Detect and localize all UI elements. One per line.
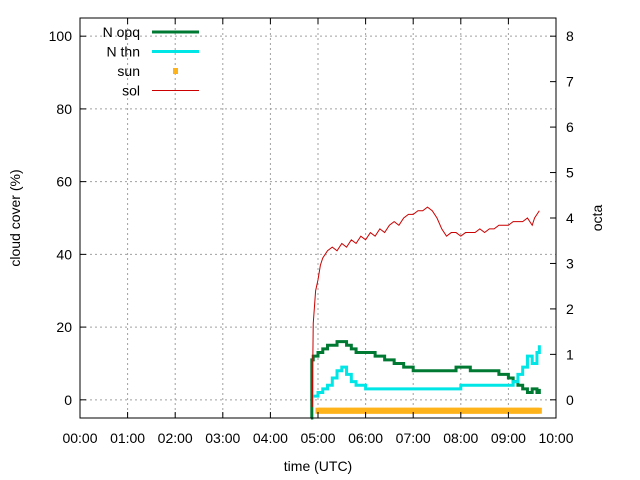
y2-tick-label: 3 [566, 255, 574, 271]
y2-tick-label: 0 [566, 392, 574, 408]
plot-area [310, 206, 542, 420]
y2-tick-label: 6 [566, 119, 574, 135]
x-axis-title: time (UTC) [284, 458, 352, 474]
y-tick-label: 20 [56, 319, 72, 335]
grid-lines [80, 18, 556, 418]
y2-tick-label: 8 [566, 28, 574, 44]
y-tick-label: 0 [64, 392, 72, 408]
y-tick-label: 40 [56, 246, 72, 262]
y2-axis-title: octa [589, 205, 605, 232]
series-n-opq-line [310, 340, 541, 420]
x-tick-label: 07:00 [396, 430, 431, 446]
legend-label-sun: sun [117, 63, 140, 79]
legend-label-sol: sol [122, 83, 140, 99]
x-tick-label: 05:00 [300, 430, 335, 446]
y-tick-label: 100 [49, 28, 73, 44]
legend-label-n-thn: N thn [107, 44, 140, 60]
x-tick-label: 03:00 [205, 430, 240, 446]
y-axis-right: 0 1 2 3 4 5 6 7 8 [550, 28, 574, 408]
x-axis: 00:00 01:00 02:00 03:00 04:00 05:00 06:00 07:00… [62, 18, 574, 446]
y-tick-label: 80 [56, 101, 72, 117]
legend: N opq N thn sun sol [103, 24, 199, 99]
y2-tick-label: 5 [566, 165, 574, 181]
y2-tick-label: 7 [566, 74, 574, 90]
legend-swatch-sun [173, 68, 178, 74]
y2-tick-label: 2 [566, 301, 574, 317]
series-sun-point [536, 407, 542, 414]
x-tick-label: 00:00 [62, 430, 97, 446]
y-axis-title: cloud cover (%) [7, 169, 23, 266]
x-tick-label: 06:00 [348, 430, 383, 446]
x-tick-label: 09:00 [491, 430, 526, 446]
y2-tick-label: 4 [566, 210, 574, 226]
y2-tick-label: 1 [566, 346, 574, 362]
x-tick-label: 04:00 [253, 430, 288, 446]
x-tick-label: 01:00 [110, 430, 145, 446]
x-tick-label: 10:00 [538, 430, 573, 446]
series-n-thn-line [313, 345, 541, 398]
legend-label-n-opq: N opq [103, 24, 140, 40]
x-tick-label: 02:00 [158, 430, 193, 446]
y-tick-label: 60 [56, 174, 72, 190]
series-sol-line [311, 206, 540, 408]
x-tick-label: 08:00 [443, 430, 478, 446]
y-axis-left: 0 20 40 60 80 100 [49, 28, 86, 408]
